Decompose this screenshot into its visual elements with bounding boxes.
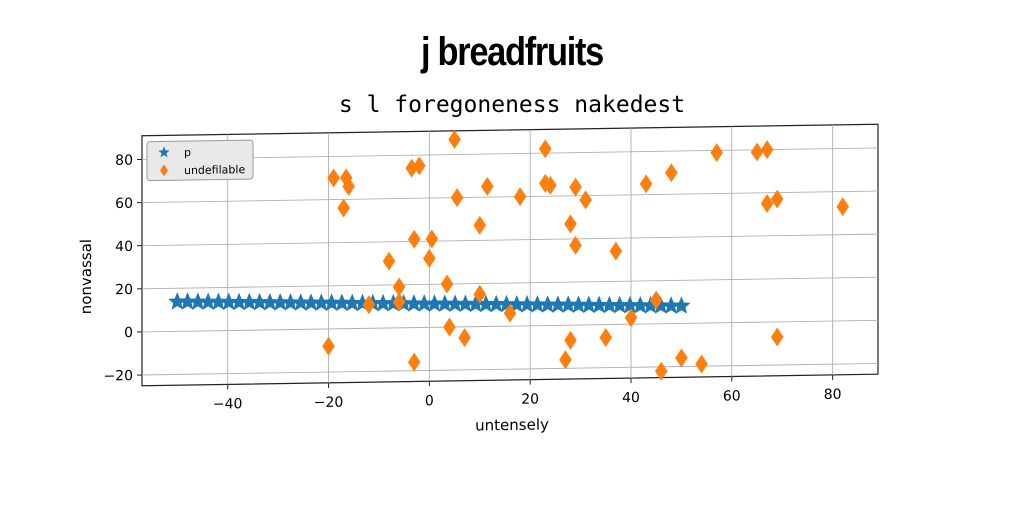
x-tick-label: 20: [521, 392, 539, 408]
series-undefilable-diamond-point: [750, 142, 764, 162]
series-undefilable-diamond-point: [599, 328, 613, 347]
series-undefilable-diamond-point: [382, 251, 396, 271]
series-undefilable-diamond-point: [770, 327, 784, 347]
series-undefilable-diamond-point: [443, 317, 456, 337]
x-tick-label: 60: [723, 388, 741, 404]
series-undefilable-diamond-point: [544, 175, 557, 195]
series-undefilable-diamond-point: [564, 214, 577, 234]
series-undefilable-diamond-point: [569, 235, 582, 255]
series-undefilable-diamond-point: [624, 308, 638, 328]
series-undefilable-diamond-point: [665, 163, 678, 183]
y-tick-label: −20: [103, 368, 133, 384]
plot-area: [141, 123, 879, 387]
series-undefilable-diamond-point: [513, 187, 527, 207]
series-undefilable-diamond-point: [559, 350, 572, 370]
x-tick-label: 40: [622, 390, 640, 406]
series-undefilable-diamond-point: [481, 176, 494, 196]
series-undefilable-diamond-point: [392, 292, 406, 312]
series-undefilable-diamond-point: [538, 139, 552, 159]
series-undefilable-diamond-point: [362, 295, 376, 315]
series-undefilable-diamond-point: [770, 189, 784, 209]
series-undefilable-diamond-point: [450, 188, 464, 208]
series-undefilable-diamond-point: [579, 190, 592, 210]
y-axis: −20 0 20 40 60 80: [103, 153, 142, 385]
legend: p undefilable: [146, 139, 254, 182]
legend-marker-undefilable: [160, 164, 168, 177]
y-gridline: [142, 362, 878, 376]
y-tick-label: 20: [115, 282, 133, 298]
series-undefilable-diamond-point: [473, 215, 487, 235]
series-undefilable-diamond-point: [760, 140, 774, 160]
series-undefilable-diamond-point: [337, 198, 350, 218]
series-p-star-point: [672, 296, 691, 314]
x-tick-label: 80: [824, 387, 842, 403]
series-undefilable-diamond-point: [342, 176, 355, 196]
series-undefilable-diamond-point: [675, 348, 688, 368]
series-undefilable-diamond-point: [654, 361, 668, 381]
series-undefilable-diamond-point: [458, 328, 471, 348]
y-gridline: [142, 233, 878, 247]
series-undefilable-diamond-point: [609, 241, 623, 261]
legend-box: [146, 139, 254, 182]
series-undefilable-diamond-point: [639, 174, 653, 194]
series-undefilable-diamond-point: [407, 229, 421, 249]
series-undefilable-diamond-point: [407, 352, 421, 372]
series-undefilable-diamond-point: [425, 229, 439, 249]
chart-subtitle: s l foregoneness nakedest: [338, 92, 686, 118]
series-undefilable-diamond-point: [695, 354, 708, 374]
legend-label-p: p: [184, 146, 191, 159]
legend-marker-p: [158, 146, 170, 158]
legend-label-undefilable: undefilable: [184, 163, 245, 177]
series-undefilable-diamond-point: [440, 274, 454, 294]
series-undefilable-diamond-point: [503, 303, 517, 323]
y-gridline: [142, 276, 878, 290]
series-undefilable-diamond-point: [836, 197, 850, 217]
x-axis-label: untensely: [475, 415, 549, 434]
x-axis: −40 −20 0 20 40 60 80: [213, 374, 842, 413]
x-tick-label: −20: [314, 395, 344, 411]
series-undefilable-diamond-point: [412, 156, 426, 176]
y-tick-label: 80: [115, 153, 133, 169]
series-undefilable-diamond-point: [327, 168, 340, 188]
x-tick-label: −40: [213, 396, 243, 412]
chart-title: j breadfruits: [420, 30, 604, 74]
y-gridline: [142, 319, 878, 333]
y-gridline: [142, 190, 878, 204]
series-undefilable-diamond-point: [564, 330, 577, 350]
series-undefilable-diamond-point: [569, 177, 582, 197]
x-tick-label: 0: [425, 393, 434, 409]
data-marks: [168, 130, 850, 381]
y-tick-label: 40: [115, 239, 133, 255]
series-undefilable-diamond-point: [649, 290, 663, 310]
series-undefilable-diamond-point: [710, 143, 723, 163]
y-axis-label: nonvassal: [77, 239, 95, 315]
series-undefilable-diamond-point: [448, 130, 461, 149]
y-tick-label: 0: [124, 325, 133, 341]
series-undefilable-diamond-point: [322, 336, 335, 356]
series-undefilable-diamond-point: [760, 194, 774, 213]
series-undefilable-diamond-point: [473, 284, 487, 304]
y-tick-label: 60: [115, 196, 133, 212]
series-undefilable-diamond-point: [423, 248, 436, 268]
